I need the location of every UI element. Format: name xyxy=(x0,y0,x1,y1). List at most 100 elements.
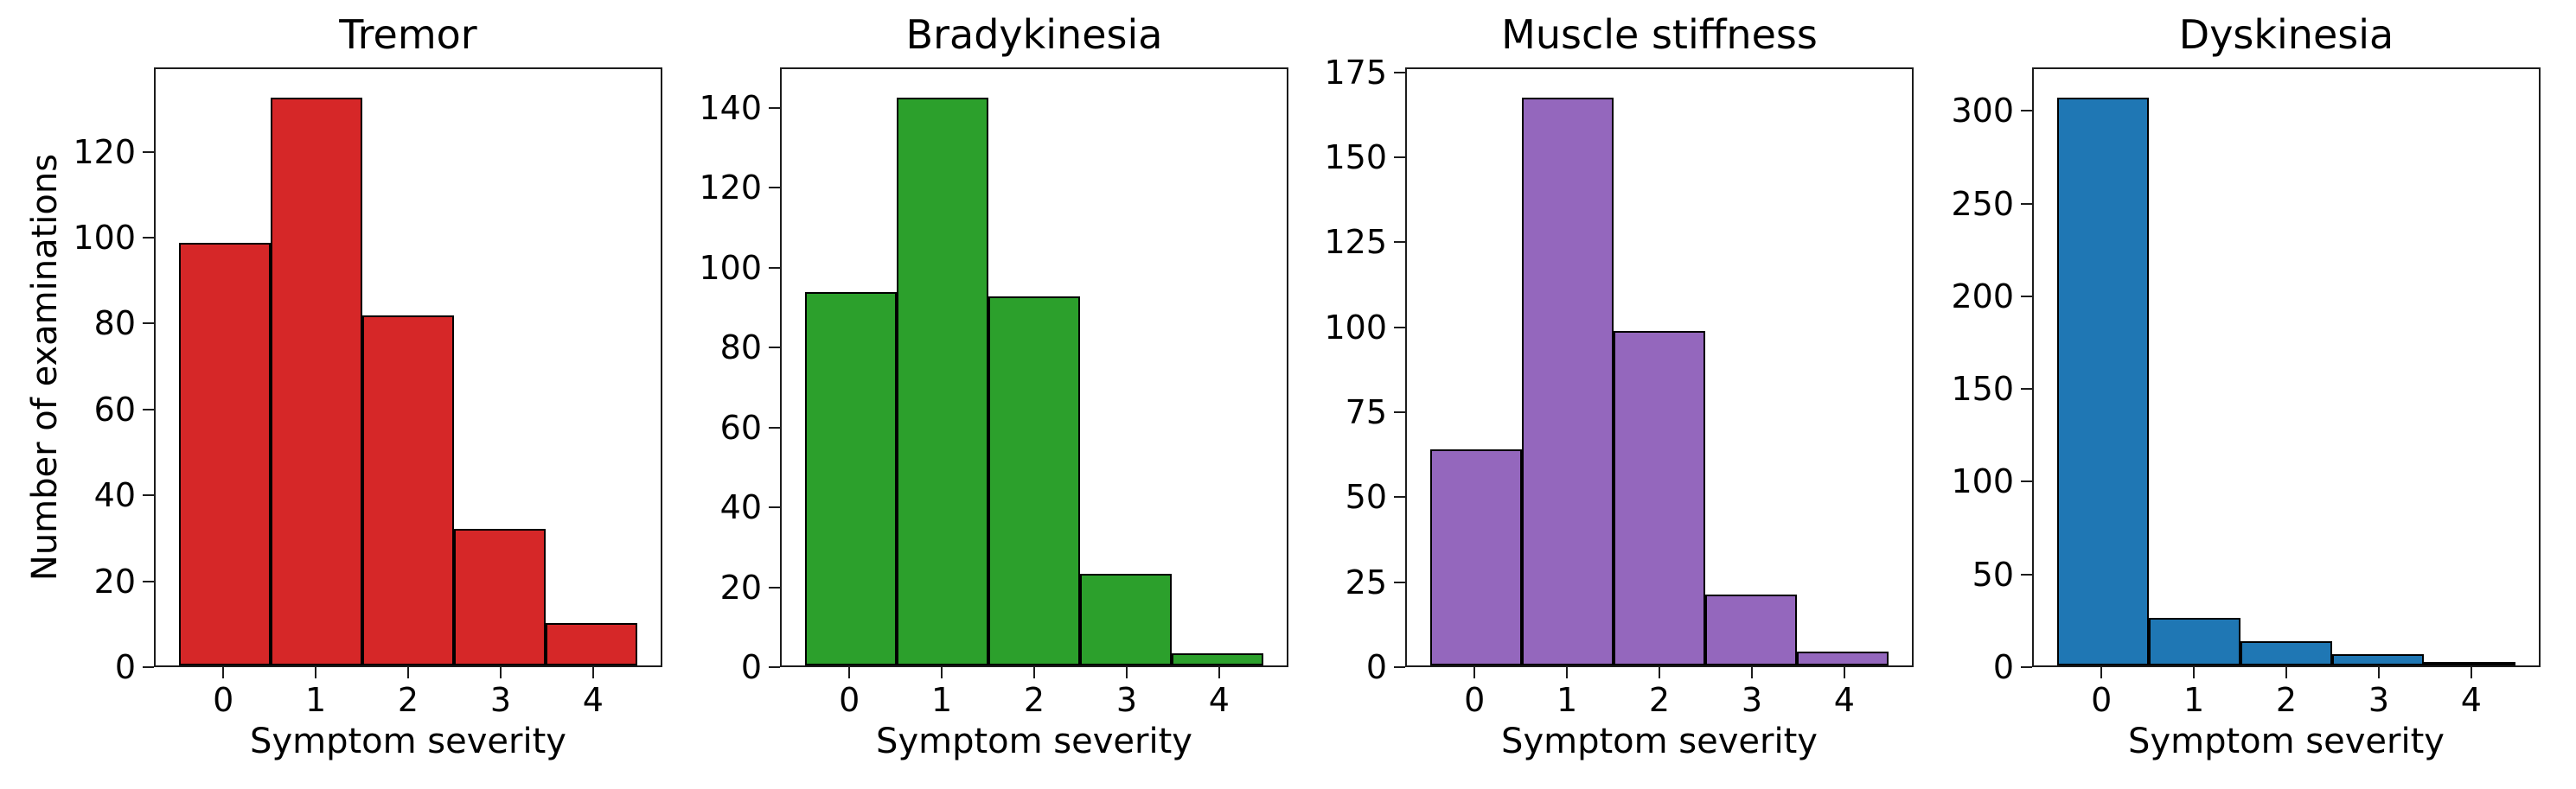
y-tick xyxy=(1394,496,1405,499)
x-tick-label: 0 xyxy=(2091,681,2113,719)
y-tick xyxy=(769,347,780,349)
y-tick-label: 100 xyxy=(1324,308,1387,347)
x-tick xyxy=(2193,667,2196,678)
x-tick xyxy=(315,667,317,678)
y-tick-label: 250 xyxy=(1951,184,2014,223)
histogram-bar xyxy=(178,242,271,665)
y-tick xyxy=(769,426,780,429)
x-tick xyxy=(1566,667,1569,678)
x-tick-label: 0 xyxy=(839,681,860,719)
y-tick-label: 100 xyxy=(73,219,136,258)
y-tick-label: 100 xyxy=(1951,462,2014,501)
y-tick-label: 300 xyxy=(1951,92,2014,130)
y-tick xyxy=(143,322,154,325)
y-tick xyxy=(1394,666,1405,668)
x-tick-label: 1 xyxy=(2183,681,2205,719)
x-tick xyxy=(2470,667,2472,678)
histogram-bar xyxy=(2148,617,2240,665)
y-tick xyxy=(143,408,154,410)
y-tick xyxy=(769,106,780,109)
histogram-bar xyxy=(2056,97,2149,665)
histogram-bar xyxy=(1613,330,1706,665)
x-axis-label: Symptom severity xyxy=(876,722,1192,761)
y-tick xyxy=(1394,410,1405,413)
y-tick-label: 40 xyxy=(719,488,762,527)
x-tick-label: 3 xyxy=(2368,681,2389,719)
x-tick xyxy=(222,667,225,678)
x-tick-label: 3 xyxy=(1741,681,1762,719)
histogram-bar xyxy=(1080,574,1173,665)
y-tick xyxy=(2021,110,2032,112)
histogram-bar xyxy=(454,528,547,665)
y-tick-label: 140 xyxy=(699,88,762,127)
y-tick xyxy=(769,187,780,189)
x-tick-label: 0 xyxy=(1464,681,1486,719)
chart-title: Tremor xyxy=(339,11,477,58)
x-axis-label: Symptom severity xyxy=(1501,722,1818,761)
x-tick xyxy=(848,667,851,678)
histogram-bar xyxy=(2240,641,2333,665)
plot-area xyxy=(1405,67,1914,667)
chart-title: Muscle stiffness xyxy=(1501,11,1818,58)
x-tick xyxy=(1033,667,1035,678)
y-tick-label: 175 xyxy=(1324,53,1387,92)
y-tick-label: 60 xyxy=(719,408,762,447)
x-tick-label: 1 xyxy=(304,681,327,719)
y-tick-label: 150 xyxy=(1324,137,1387,176)
y-tick-label: 75 xyxy=(1345,392,1387,431)
y-tick xyxy=(143,237,154,239)
y-tick xyxy=(769,586,780,589)
y-tick-label: 80 xyxy=(719,328,762,367)
x-tick-label: 4 xyxy=(582,681,604,719)
histogram-bar xyxy=(1172,653,1264,665)
y-tick xyxy=(143,666,154,668)
y-tick-label: 120 xyxy=(73,132,136,171)
chart-title: Dyskinesia xyxy=(2178,11,2394,58)
histogram-bar xyxy=(2332,654,2425,665)
histogram-bar xyxy=(896,97,988,665)
histogram-bar xyxy=(361,315,455,665)
x-tick xyxy=(2100,667,2103,678)
y-tick-label: 150 xyxy=(1951,370,2014,409)
x-tick xyxy=(1843,667,1845,678)
plot-area xyxy=(2032,67,2541,667)
histogram-bar xyxy=(1429,449,1522,665)
y-tick-label: 0 xyxy=(1992,648,2014,686)
y-tick-label: 50 xyxy=(1345,478,1387,517)
x-tick-label: 1 xyxy=(1556,681,1578,719)
x-tick-label: 2 xyxy=(2275,681,2298,719)
y-tick xyxy=(1394,326,1405,328)
y-tick-label: 20 xyxy=(719,568,762,607)
y-tick-label: 0 xyxy=(740,648,762,686)
y-tick-label: 80 xyxy=(93,304,136,343)
y-tick-label: 120 xyxy=(699,169,762,207)
x-tick xyxy=(499,667,502,678)
plot-area xyxy=(780,67,1288,667)
y-tick xyxy=(2021,202,2032,205)
y-tick-label: 0 xyxy=(1365,648,1387,686)
x-tick xyxy=(2285,667,2287,678)
x-tick-label: 3 xyxy=(489,681,511,719)
histogram-bar xyxy=(270,97,362,665)
x-axis-label: Symptom severity xyxy=(2128,722,2445,761)
y-tick xyxy=(1394,581,1405,583)
histogram-bar xyxy=(1521,97,1614,665)
x-tick xyxy=(407,667,409,678)
y-tick xyxy=(143,580,154,582)
x-tick xyxy=(941,667,943,678)
y-tick xyxy=(143,494,154,497)
y-tick xyxy=(1394,241,1405,244)
y-tick xyxy=(2021,295,2032,297)
x-tick-label: 1 xyxy=(930,681,953,719)
x-tick xyxy=(1218,667,1220,678)
histogram-bar xyxy=(2424,662,2516,665)
y-tick-label: 25 xyxy=(1345,563,1387,601)
y-tick-label: 0 xyxy=(114,648,136,686)
chart-title: Bradykinesia xyxy=(905,11,1163,58)
y-tick xyxy=(769,666,780,668)
y-tick xyxy=(1394,156,1405,158)
